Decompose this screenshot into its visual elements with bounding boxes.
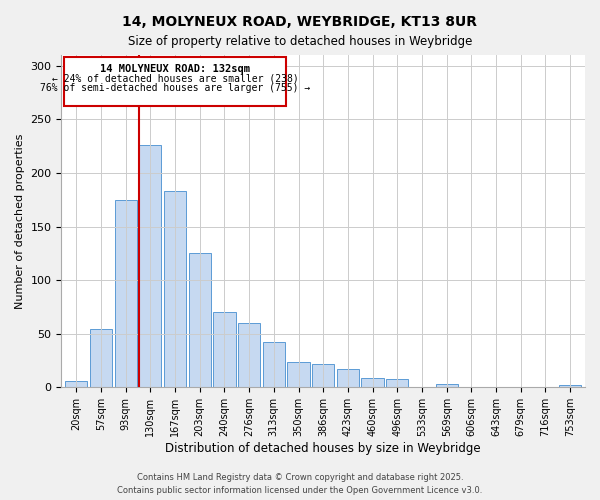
Text: 14 MOLYNEUX ROAD: 132sqm: 14 MOLYNEUX ROAD: 132sqm (100, 64, 250, 74)
Bar (436, 384, 458, 388)
Text: 14, MOLYNEUX ROAD, WEYBRIDGE, KT13 8UR: 14, MOLYNEUX ROAD, WEYBRIDGE, KT13 8UR (122, 15, 478, 29)
Y-axis label: Number of detached properties: Number of detached properties (15, 134, 25, 309)
Bar (361, 378, 384, 388)
Bar (90, 330, 112, 388)
Text: ← 24% of detached houses are smaller (238): ← 24% of detached houses are smaller (23… (52, 73, 298, 83)
Bar (238, 323, 260, 388)
Bar (213, 312, 236, 388)
Bar (263, 342, 285, 388)
Bar (312, 364, 334, 388)
Bar (337, 369, 359, 388)
Bar (188, 254, 211, 388)
Bar (139, 145, 161, 388)
Bar (287, 362, 310, 388)
Text: 76% of semi-detached houses are larger (755) →: 76% of semi-detached houses are larger (… (40, 83, 310, 93)
Text: Contains HM Land Registry data © Crown copyright and database right 2025.
Contai: Contains HM Land Registry data © Crown c… (118, 474, 482, 495)
Bar (115, 200, 137, 388)
Bar (386, 379, 409, 388)
X-axis label: Distribution of detached houses by size in Weybridge: Distribution of detached houses by size … (166, 442, 481, 455)
Bar (64, 57, 286, 106)
Text: Size of property relative to detached houses in Weybridge: Size of property relative to detached ho… (128, 35, 472, 48)
Bar (559, 385, 581, 388)
Bar (164, 191, 186, 388)
Bar (65, 381, 88, 388)
